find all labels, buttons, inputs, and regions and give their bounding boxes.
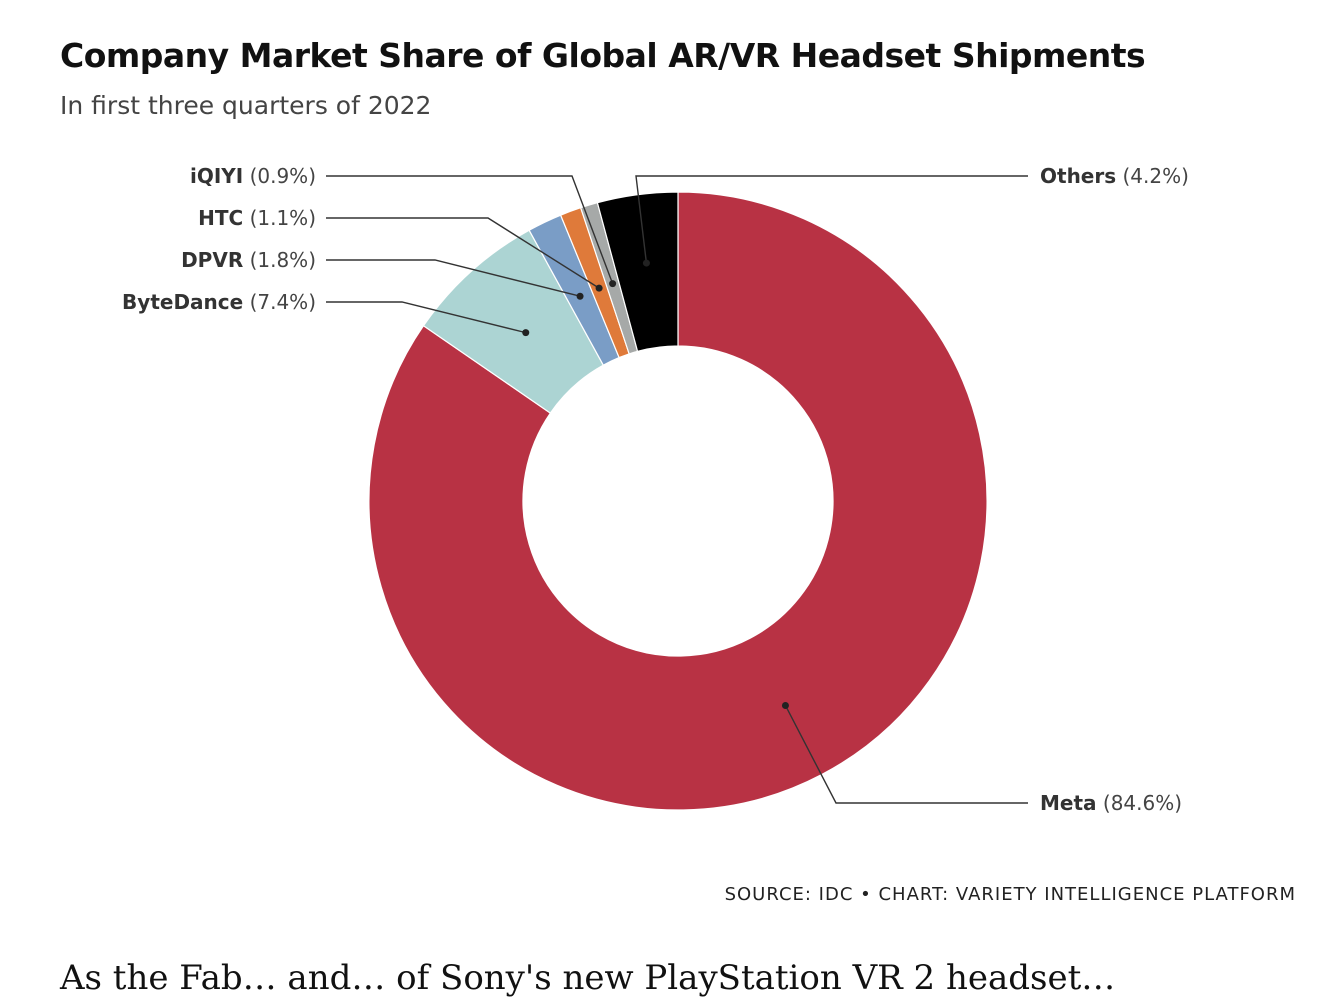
- slice-name-iqiyi: iQIYI: [190, 164, 243, 188]
- slice-name-dpvr: DPVR: [181, 248, 243, 272]
- leader-line-meta: [784, 705, 1028, 804]
- leader-dot-dpvr: [576, 292, 584, 300]
- slice-label-others: Others (4.2%): [1040, 164, 1189, 188]
- slice-name-bytedance: ByteDance: [122, 290, 243, 314]
- slice-value-meta: (84.6%): [1097, 791, 1183, 815]
- slice-label-dpvr: DPVR (1.8%): [181, 248, 316, 272]
- chart-subtitle: In first three quarters of 2022: [60, 91, 432, 120]
- leader-dot-htc: [595, 284, 603, 292]
- donut-slices: [368, 191, 988, 811]
- leader-line-bytedance: [326, 301, 526, 334]
- slice-label-iqiyi: iQIYI (0.9%): [190, 164, 316, 188]
- slice-value-htc: (1.1%): [243, 206, 316, 230]
- source-credit: SOURCE: IDC • CHART: VARIETY INTELLIGENC…: [724, 884, 1296, 905]
- leader-line-dpvr: [326, 259, 581, 297]
- slice-label-meta: Meta (84.6%): [1040, 791, 1182, 815]
- leader-dot-bytedance: [522, 329, 530, 337]
- slice-value-dpvr: (1.8%): [243, 248, 316, 272]
- leader-dot-meta: [781, 701, 789, 709]
- slice-value-others: (4.2%): [1116, 164, 1189, 188]
- leader-lines: [326, 175, 1028, 804]
- article-text-partial: As the Fab… and… of Sony's new PlayStati…: [60, 958, 1116, 998]
- donut-chart: Meta (84.6%)ByteDance (7.4%)DPVR (1.8%)H…: [122, 164, 1189, 815]
- chart-title: Company Market Share of Global AR/VR Hea…: [60, 36, 1146, 75]
- leader-line-htc: [326, 217, 600, 289]
- leader-line-others: [635, 175, 1028, 264]
- slice-value-iqiyi: (0.9%): [243, 164, 316, 188]
- slice-label-htc: HTC (1.1%): [198, 206, 316, 230]
- slice-value-bytedance: (7.4%): [243, 290, 316, 314]
- leader-dot-others: [642, 259, 650, 267]
- slice-name-meta: Meta: [1040, 791, 1097, 815]
- slice-others: [596, 191, 679, 353]
- leader-line-iqiyi: [326, 175, 614, 284]
- slice-name-others: Others: [1040, 164, 1116, 188]
- slice-name-htc: HTC: [198, 206, 243, 230]
- slice-labels: Meta (84.6%)ByteDance (7.4%)DPVR (1.8%)H…: [122, 164, 1189, 815]
- slice-meta: [368, 191, 988, 811]
- slice-label-bytedance: ByteDance (7.4%): [122, 290, 316, 314]
- leader-dot-iqiyi: [609, 280, 617, 288]
